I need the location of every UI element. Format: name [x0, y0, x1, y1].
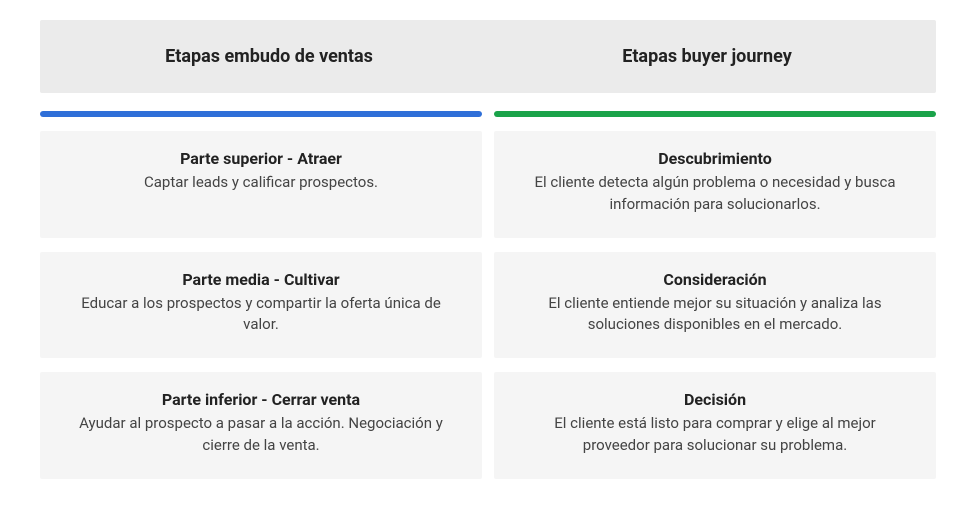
header-right: Etapas buyer journey — [488, 46, 926, 67]
cell-desc: Captar leads y calificar prospectos. — [68, 172, 454, 194]
cell-desc: Ayudar al prospecto a pasar a la acción.… — [68, 413, 454, 457]
cell-desc: El cliente está listo para comprar y eli… — [522, 413, 908, 457]
left-cell-1: Parte media - Cultivar Educar a los pros… — [40, 252, 482, 359]
header-row: Etapas embudo de ventas Etapas buyer jou… — [40, 20, 936, 93]
right-cell-2: Decisión El cliente está listo para comp… — [494, 372, 936, 479]
accent-bar-right — [494, 111, 936, 117]
comparison-grid: Etapas embudo de ventas Etapas buyer jou… — [40, 20, 936, 479]
right-cell-1: Consideración El cliente entiende mejor … — [494, 252, 936, 359]
cell-title: Descubrimiento — [522, 149, 908, 168]
cell-title: Consideración — [522, 270, 908, 289]
cell-title: Parte inferior - Cerrar venta — [68, 390, 454, 409]
cell-title: Decisión — [522, 390, 908, 409]
cell-title: Parte media - Cultivar — [68, 270, 454, 289]
accent-bar-left — [40, 111, 482, 117]
cell-desc: Educar a los prospectos y compartir la o… — [68, 293, 454, 337]
left-cell-2: Parte inferior - Cerrar venta Ayudar al … — [40, 372, 482, 479]
right-cell-0: Descubrimiento El cliente detecta algún … — [494, 131, 936, 238]
cell-title: Parte superior - Atraer — [68, 149, 454, 168]
cell-desc: El cliente entiende mejor su situación y… — [522, 293, 908, 337]
header-left: Etapas embudo de ventas — [50, 46, 488, 67]
left-cell-0: Parte superior - Atraer Captar leads y c… — [40, 131, 482, 238]
cell-desc: El cliente detecta algún problema o nece… — [522, 172, 908, 216]
